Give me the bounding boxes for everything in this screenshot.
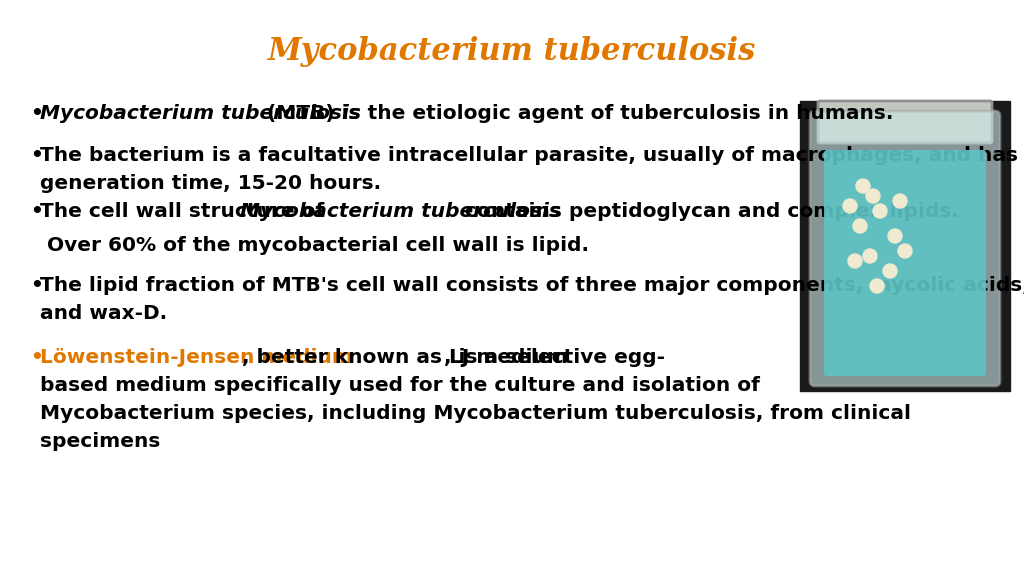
Circle shape (856, 179, 870, 193)
Circle shape (873, 204, 887, 218)
Text: The lipid fraction of MTB's cell wall consists of three major components, mycoli: The lipid fraction of MTB's cell wall co… (40, 276, 1024, 295)
Text: Mycobacterium tuberculosis: Mycobacterium tuberculosis (240, 202, 561, 221)
Text: •: • (30, 146, 43, 165)
Text: •: • (30, 276, 43, 295)
Text: •: • (30, 104, 43, 123)
Circle shape (893, 194, 907, 208)
Text: generation time, 15-20 hours.: generation time, 15-20 hours. (40, 174, 381, 193)
Circle shape (888, 229, 902, 243)
Text: , better known as LJ medium: , better known as LJ medium (242, 348, 568, 367)
Text: The cell wall structure of: The cell wall structure of (40, 202, 331, 221)
Text: based medium specifically used for the culture and isolation of: based medium specifically used for the c… (40, 376, 760, 395)
Text: Mycobacterium tuberculosis: Mycobacterium tuberculosis (40, 104, 360, 123)
Circle shape (843, 199, 857, 213)
Text: (MTB) is the etiologic agent of tuberculosis in humans.: (MTB) is the etiologic agent of tubercul… (260, 104, 893, 123)
Text: Löwenstein-Jensen medium: Löwenstein-Jensen medium (40, 348, 353, 367)
Text: •: • (30, 348, 43, 367)
Circle shape (863, 249, 877, 263)
Circle shape (848, 254, 862, 268)
Text: and wax-D.: and wax-D. (40, 304, 167, 323)
FancyBboxPatch shape (810, 111, 1000, 386)
Text: Over 60% of the mycobacterial cell wall is lipid.: Over 60% of the mycobacterial cell wall … (40, 236, 589, 255)
Text: Mycobacterium tuberculosis: Mycobacterium tuberculosis (268, 36, 756, 67)
Text: , is a selective egg-: , is a selective egg- (444, 348, 665, 367)
FancyBboxPatch shape (824, 150, 986, 376)
Text: •: • (30, 202, 43, 221)
Circle shape (898, 244, 912, 258)
Text: The bacterium is a facultative intracellular parasite, usually of macrophages, a: The bacterium is a facultative intracell… (40, 146, 1024, 165)
Circle shape (883, 264, 897, 278)
Text: Mycobacterium species, including Mycobacterium tuberculosis, from clinical: Mycobacterium species, including Mycobac… (40, 404, 911, 423)
Text: contains peptidoglycan and complex lipids.: contains peptidoglycan and complex lipid… (458, 202, 958, 221)
FancyBboxPatch shape (818, 101, 992, 143)
Bar (800, 101, 1010, 391)
Circle shape (870, 279, 884, 293)
Circle shape (866, 189, 880, 203)
Circle shape (853, 219, 867, 233)
Text: specimens: specimens (40, 432, 161, 451)
